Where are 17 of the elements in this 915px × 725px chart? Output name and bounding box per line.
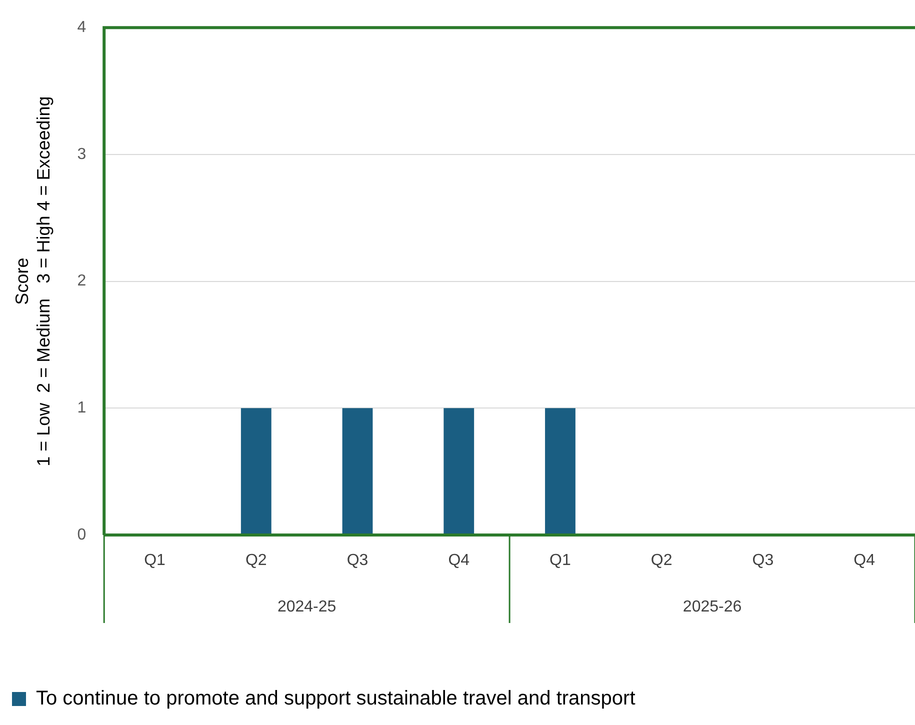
y-tick-label: 0 (77, 526, 86, 544)
text: 2025-26 (682, 598, 742, 616)
x-tick-label: Q3 (752, 552, 774, 570)
x-tick-label: Q2 (245, 552, 267, 570)
y-tick-label: 4 (77, 19, 86, 36)
y-tick-label: 2 (77, 272, 86, 290)
x-tick-label: Q1 (144, 552, 166, 570)
y-tick-label: 3 (77, 146, 86, 163)
x-tick-label: Q2 (650, 552, 672, 570)
x-tick-label: Q3 (346, 552, 368, 570)
y-tick-label: 1 (77, 400, 86, 417)
text: 2024-25 (277, 598, 336, 616)
x-tick-label: Q1 (550, 552, 572, 570)
x-tick-label: Q4 (448, 552, 470, 570)
legend-label: To continue to promote and support sustainable travel and transport (36, 688, 636, 710)
y-axis-title: Score 1 = Low 2 = Medium 3 = High 4 = Exceeding (12, 96, 54, 466)
x-tick-label: Q4 (854, 552, 876, 570)
